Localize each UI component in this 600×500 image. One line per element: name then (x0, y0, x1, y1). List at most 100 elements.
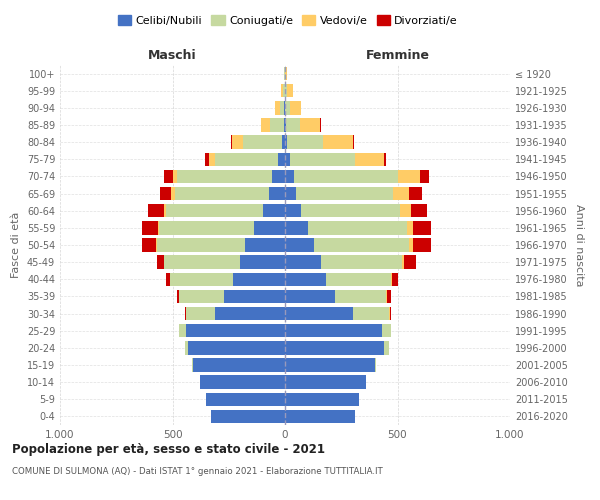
Bar (287, 84, 293, 98)
Bar (206, 392, 285, 406)
Bar (179, 290, 224, 303)
Bar (160, 187, 172, 200)
Bar (179, 324, 186, 338)
Text: Popolazione per età, sesso e stato civile - 2021: Popolazione per età, sesso e stato civil… (12, 442, 325, 456)
Bar (391, 272, 392, 286)
Bar (188, 341, 285, 354)
Bar (409, 238, 413, 252)
Bar (254, 221, 285, 234)
Bar (157, 256, 163, 269)
Bar (215, 152, 278, 166)
Bar (205, 152, 209, 166)
Bar (142, 221, 158, 234)
Bar (186, 307, 215, 320)
Bar (173, 170, 177, 183)
Bar (211, 410, 285, 423)
Bar (407, 221, 413, 234)
Bar (158, 221, 159, 234)
Text: Maschi: Maschi (148, 48, 197, 62)
Bar (177, 290, 179, 303)
Bar (353, 307, 389, 320)
Bar (148, 204, 163, 218)
Bar (284, 118, 285, 132)
Bar (186, 324, 285, 338)
Bar (400, 204, 411, 218)
Bar (193, 358, 285, 372)
Bar (166, 272, 170, 286)
Bar (285, 187, 296, 200)
Bar (224, 290, 285, 303)
Bar (290, 101, 301, 114)
Bar (286, 67, 287, 80)
Bar (299, 118, 320, 132)
Bar (285, 392, 359, 406)
Bar (296, 187, 393, 200)
Bar (281, 136, 285, 149)
Bar (314, 238, 409, 252)
Bar (323, 136, 353, 149)
Bar (278, 152, 285, 166)
Bar (392, 272, 398, 286)
Bar (386, 290, 388, 303)
Bar (172, 187, 175, 200)
Bar (286, 118, 299, 132)
Bar (199, 376, 285, 389)
Bar (308, 221, 407, 234)
Bar (285, 152, 290, 166)
Bar (285, 170, 294, 183)
Bar (163, 170, 173, 183)
Bar (285, 118, 286, 132)
Bar (389, 307, 391, 320)
Bar (269, 187, 285, 200)
Bar (209, 152, 215, 166)
Bar (285, 84, 287, 98)
Y-axis label: Anni di nascita: Anni di nascita (574, 204, 584, 286)
Bar (177, 170, 271, 183)
Bar (285, 358, 375, 372)
Bar (285, 204, 301, 218)
Bar (393, 187, 409, 200)
Bar (232, 136, 244, 149)
Bar (382, 324, 391, 338)
Bar (413, 238, 431, 252)
Bar (285, 238, 314, 252)
Bar (155, 238, 157, 252)
Bar (170, 272, 233, 286)
Bar (163, 256, 240, 269)
Y-axis label: Fasce di età: Fasce di età (11, 212, 21, 278)
Bar (287, 136, 323, 149)
Bar (411, 204, 427, 218)
Bar (233, 272, 285, 286)
Bar (281, 84, 283, 98)
Bar (285, 290, 335, 303)
Bar (191, 358, 193, 372)
Bar (263, 204, 285, 218)
Bar (375, 358, 376, 372)
Bar (285, 307, 353, 320)
Bar (402, 256, 404, 269)
Bar (215, 307, 285, 320)
Bar (301, 204, 400, 218)
Bar (175, 187, 269, 200)
Bar (285, 221, 308, 234)
Bar (245, 238, 285, 252)
Bar (420, 170, 429, 183)
Bar (384, 152, 386, 166)
Bar (294, 170, 398, 183)
Bar (244, 136, 281, 149)
Bar (166, 204, 263, 218)
Bar (290, 152, 355, 166)
Bar (285, 410, 355, 423)
Bar (271, 170, 285, 183)
Bar (404, 256, 415, 269)
Bar (284, 101, 285, 114)
Bar (159, 221, 254, 234)
Bar (262, 118, 271, 132)
Bar (285, 376, 366, 389)
Bar (142, 238, 155, 252)
Bar (398, 170, 420, 183)
Bar (240, 256, 285, 269)
Bar (388, 290, 391, 303)
Bar (285, 136, 287, 149)
Bar (285, 256, 321, 269)
